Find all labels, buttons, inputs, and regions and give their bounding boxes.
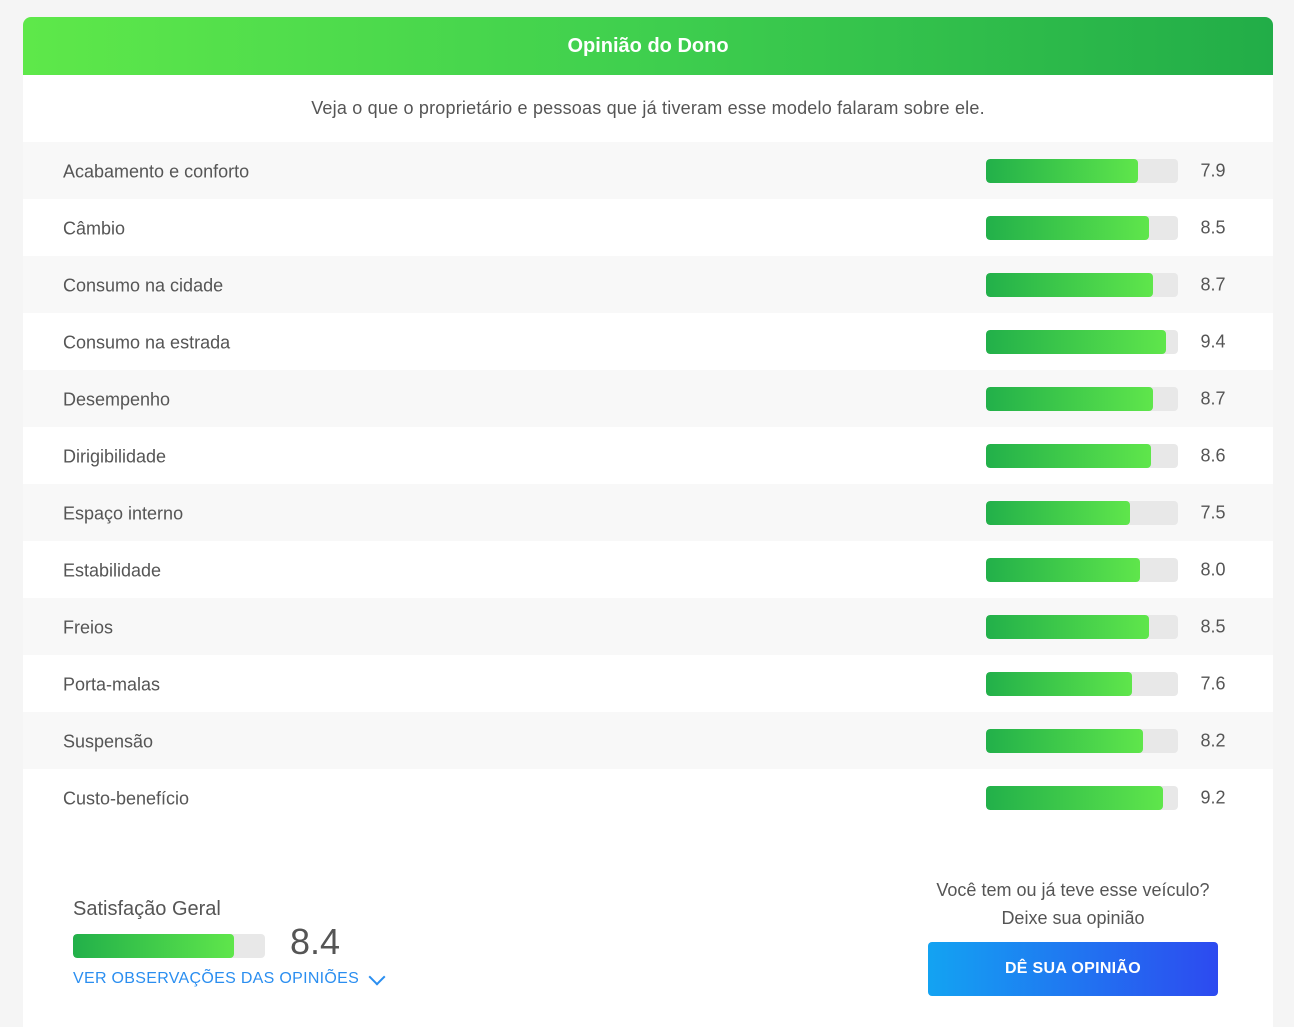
rating-label: Câmbio [63,218,126,239]
rating-label: Suspensão [63,731,154,752]
rating-label: Acabamento e conforto [63,161,250,182]
rating-bar-fill [986,557,1140,582]
rating-bar-fill [986,614,1150,639]
rating-value: 8.2 [1200,730,1226,750]
rating-value: 8.5 [1200,616,1226,636]
rating-bar-fill [986,386,1154,411]
rating-row: Freios 8.5 [23,598,1273,655]
see-opinion-notes-label[interactable]: VER OBSERVAÇÕES DAS OPINIÕES [73,970,360,987]
overall-satisfaction-bar-fill [73,934,235,958]
rating-value: 8.0 [1200,559,1226,579]
rating-row: Dirigibilidade 8.6 [23,427,1273,484]
rating-value: 8.6 [1200,445,1226,465]
rating-value: 8.7 [1200,274,1226,294]
overall-satisfaction-label: Satisfação Geral [73,898,221,920]
rating-bar [986,443,1178,468]
card-header: Opinião do Dono [23,17,1273,75]
rating-row: Acabamento e conforto 7.9 [23,142,1273,199]
rating-label: Dirigibilidade [63,446,167,467]
rating-bar [986,557,1178,582]
rating-bar [986,785,1178,810]
owner-opinion-card: Opinião do Dono Veja o que o proprietári… [23,17,1273,1027]
rating-bar-fill [986,500,1130,525]
rating-row: Câmbio 8.5 [23,199,1273,256]
card-subtitle: Veja o que o proprietário e pessoas que … [23,75,1273,142]
ratings-list: Acabamento e conforto 7.9 Câmbio 8.5 Con… [23,142,1273,826]
rating-bar [986,215,1178,240]
rating-bar [986,158,1178,183]
rating-label: Freios [63,617,114,638]
rating-bar [986,272,1178,297]
rating-bar-fill [986,158,1138,183]
card-footer: Satisfação Geral 8.4 VER OBSERVAÇÕES DAS… [23,862,1273,1027]
rating-label: Espaço interno [63,503,184,524]
rating-bar-fill [986,785,1163,810]
rating-bar [986,614,1178,639]
rating-bar [986,671,1178,696]
rating-bar-fill [986,728,1144,753]
overall-satisfaction-value: 8.4 [290,921,341,962]
card-title: Opinião do Dono [567,34,729,57]
rating-row: Consumo na estrada 9.4 [23,313,1273,370]
rating-row: Custo-benefício 9.2 [23,769,1273,826]
rating-bar [986,386,1178,411]
rating-value: 7.5 [1200,502,1226,522]
rating-value: 9.4 [1200,331,1226,351]
rating-bar-fill [986,215,1150,240]
rating-label: Consumo na cidade [63,275,224,296]
cta-question-line2: Deixe sua opinião [1001,908,1145,928]
rating-value: 7.6 [1200,673,1226,693]
rating-row: Porta-malas 7.6 [23,655,1273,712]
overall-satisfaction-bar [73,934,265,958]
cta-question: Você tem ou já teve esse veículo? Deixe … [903,876,1243,932]
rating-value: 9.2 [1200,787,1226,807]
cta-question-line1: Você tem ou já teve esse veículo? [936,880,1210,900]
rating-row: Espaço interno 7.5 [23,484,1273,541]
rating-label: Custo-benefício [63,788,190,809]
rating-label: Estabilidade [63,560,162,581]
rating-bar [986,500,1178,525]
rating-label: Porta-malas [63,674,161,695]
subtitle-text: Veja o que o proprietário e pessoas que … [311,98,985,118]
rating-row: Consumo na cidade 8.7 [23,256,1273,313]
rating-bar-fill [986,272,1154,297]
rating-value: 8.5 [1200,217,1226,237]
rating-bar-fill [986,671,1132,696]
rating-row: Estabilidade 8.0 [23,541,1273,598]
rating-value: 8.7 [1200,388,1226,408]
rating-label: Desempenho [63,389,171,410]
rating-value: 7.9 [1200,160,1226,180]
rating-bar-fill [986,329,1167,354]
rating-bar [986,329,1178,354]
rating-row: Suspensão 8.2 [23,712,1273,769]
see-opinion-notes-link[interactable]: VER OBSERVAÇÕES DAS OPINIÕES [73,968,386,988]
rating-bar [986,728,1178,753]
rating-bar-fill [986,443,1152,468]
rating-row: Desempenho 8.7 [23,370,1273,427]
rating-label: Consumo na estrada [63,332,231,353]
give-opinion-button[interactable]: DÊ SUA OPINIÃO [928,942,1218,996]
chevron-down-icon[interactable] [368,968,386,985]
